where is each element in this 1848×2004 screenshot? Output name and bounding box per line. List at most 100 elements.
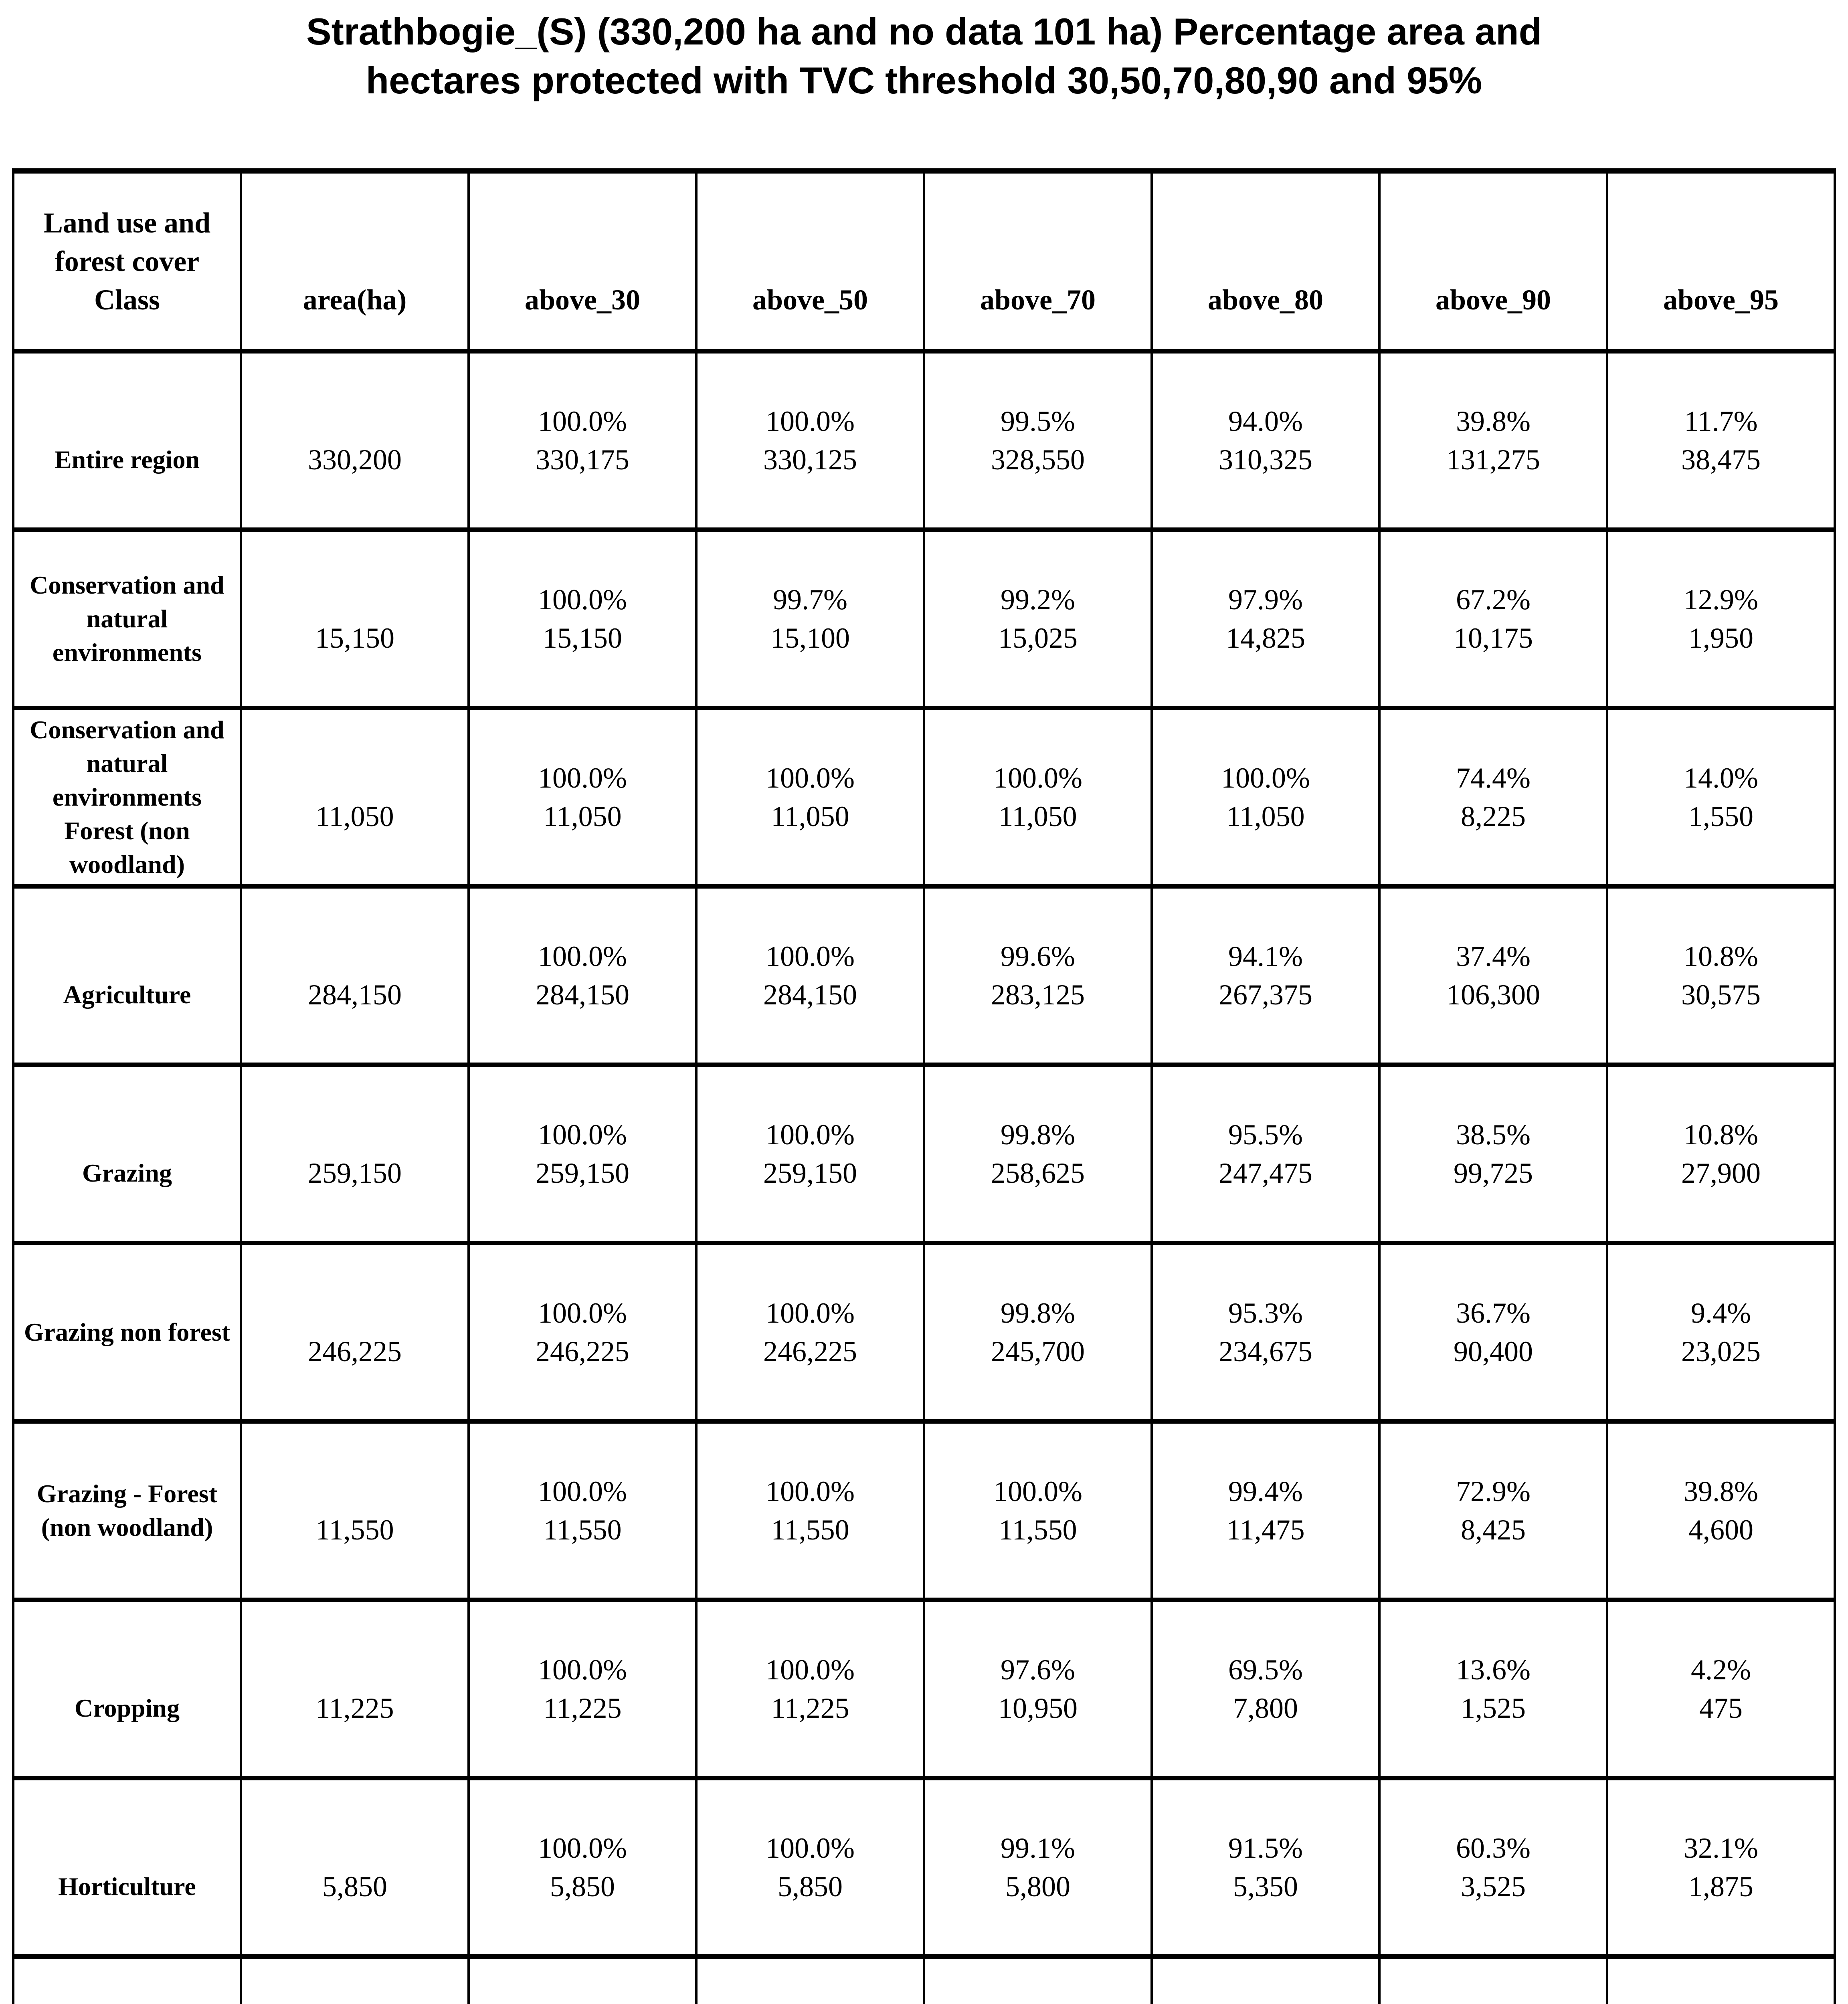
- above-95-cell: 10.8% 27,900: [1606, 1063, 1836, 1245]
- above-90-cell: 13.6% 1,525: [1378, 1598, 1608, 1780]
- above-70-cell: 99.6% 283,125: [923, 884, 1153, 1067]
- above-30-cell: 100.0% 11,550: [467, 1419, 698, 1602]
- above-50-cell: 100.0% 5,850: [695, 1776, 925, 1959]
- above-80-cell: 91.5% 5,350: [1150, 1776, 1381, 1959]
- above-90-cell: 37.4% 106,300: [1378, 884, 1608, 1067]
- area-cell: 246,225: [240, 1241, 470, 1424]
- above-30-cell: 100.0% 5,850: [467, 1776, 698, 1959]
- table-row: Grazing - Forest (non woodland) 11,550 100…: [12, 1419, 1836, 1602]
- above-80-cell: 100.0% 11,050: [1150, 706, 1381, 889]
- above-70-cell: 100.0% 11,050: [923, 706, 1153, 889]
- area-cell: 11,225: [240, 1598, 470, 1780]
- above-80-cell: 85.2%6,750: [1150, 1954, 1381, 2004]
- table-row: Cropping 11,225 100.0% 11,225 100.0% 11,225 97…: [12, 1598, 1836, 1780]
- row-label-cell: Conservation and natural environments: [12, 527, 242, 710]
- above-90-cell: 39.8% 131,275: [1378, 349, 1608, 532]
- above-50-cell: 100.0% 11,225: [695, 1598, 925, 1780]
- above-95-cell: 14.0% 1,550: [1606, 706, 1836, 889]
- row-label-cell: Cropping: [12, 1598, 242, 1780]
- above-30-cell: 100.0% 246,225: [467, 1241, 698, 1424]
- column-header-above-80: above_80: [1150, 169, 1381, 354]
- table-row: Entire region 330,200 100.0% 330,175 100.0% 3…: [12, 349, 1836, 532]
- area-cell: 259,150: [240, 1063, 470, 1245]
- above-90-cell: 67.2% 10,175: [1378, 527, 1608, 710]
- area-cell: 284,150: [240, 884, 470, 1067]
- column-header-above-90: above_90: [1378, 169, 1608, 354]
- above-95-cell: 9.4% 23,025: [1606, 1241, 1836, 1424]
- row-label-cell: Grazing: [12, 1063, 242, 1245]
- above-80-cell: 95.3% 234,675: [1150, 1241, 1381, 1424]
- area-cell: 5,850: [240, 1776, 470, 1959]
- row-label-cell: Conservation and natural environments Fo…: [12, 706, 242, 889]
- above-30-cell: 100.0% 11,050: [467, 706, 698, 889]
- above-90-cell: 38.5% 99,725: [1378, 1063, 1608, 1245]
- column-header-above-95: above_95: [1606, 169, 1836, 354]
- row-label-cell: Grazing - Forest (non woodland): [12, 1419, 242, 1602]
- above-95-cell: 39.8% 4,600: [1606, 1419, 1836, 1602]
- above-80-cell: 95.5% 247,475: [1150, 1063, 1381, 1245]
- above-95-cell: 4.1%325: [1606, 1954, 1836, 2004]
- row-label-cell: Entire region: [12, 349, 242, 532]
- row-label-cell: Horticulture: [12, 1776, 242, 1959]
- tvc-threshold-table: Land use and forest cover Class area(ha)…: [12, 168, 1836, 2004]
- above-30-cell: 100.0% 11,225: [467, 1598, 698, 1780]
- table-row: Grazing non forest 246,225 100.0% 246,225 10…: [12, 1241, 1836, 1424]
- table-row: Conservation and natural environments Fo…: [12, 706, 1836, 889]
- above-95-cell: 32.1% 1,875: [1606, 1776, 1836, 1959]
- table-row: Grazing 259,150 100.0% 259,150 100.0% 259,150…: [12, 1063, 1836, 1245]
- area-cell: 11,550: [240, 1419, 470, 1602]
- report-title: Strathbogie_(S) (330,200 ha and no data …: [306, 10, 1542, 102]
- column-header-above-50: above_50: [695, 169, 925, 354]
- area-cell: 7,925: [240, 1954, 470, 2004]
- above-70-cell: 99.2% 15,025: [923, 527, 1153, 710]
- column-header-class: Land use and forest cover Class: [12, 169, 242, 354]
- above-80-cell: 69.5% 7,800: [1150, 1598, 1381, 1780]
- above-95-cell: 10.8% 30,575: [1606, 884, 1836, 1067]
- above-70-cell: 100.0% 11,550: [923, 1419, 1153, 1602]
- table-row: Conservation and natural environments 15,…: [12, 527, 1836, 710]
- above-70-cell: 99.1% 5,800: [923, 1776, 1153, 1959]
- above-80-cell: 94.0% 310,325: [1150, 349, 1381, 532]
- above-50-cell: 100.0% 330,125: [695, 349, 925, 532]
- above-80-cell: 94.1% 267,375: [1150, 884, 1381, 1067]
- row-label-cell: Agriculture: [12, 884, 242, 1067]
- area-cell: 11,050: [240, 706, 470, 889]
- above-70-cell: 99.8% 245,700: [923, 1241, 1153, 1424]
- above-30-cell: 100.0%7,925: [467, 1954, 698, 2004]
- row-label-cell: Grazing non forest: [12, 1241, 242, 1424]
- above-95-cell: 4.2% 475: [1606, 1598, 1836, 1780]
- area-cell: 330,200: [240, 349, 470, 532]
- table-row: Horticulture 5,850 100.0% 5,850 100.0% 5,850 9…: [12, 1776, 1836, 1959]
- above-90-cell: 74.4% 8,225: [1378, 706, 1608, 889]
- above-90-cell: 19.2%1,525: [1378, 1954, 1608, 2004]
- column-header-above-30: above_30: [467, 169, 698, 354]
- above-95-cell: 11.7% 38,475: [1606, 349, 1836, 532]
- above-50-cell: 100.0% 284,150: [695, 884, 925, 1067]
- above-50-cell: 100.0%7,925: [695, 1954, 925, 2004]
- above-50-cell: 99.7% 15,100: [695, 527, 925, 710]
- above-30-cell: 100.0% 284,150: [467, 884, 698, 1067]
- above-30-cell: 100.0% 15,150: [467, 527, 698, 710]
- above-50-cell: 100.0% 11,550: [695, 1419, 925, 1602]
- table-row: Agriculture 284,150 100.0% 284,150 100.0% 284…: [12, 884, 1836, 1067]
- above-90-cell: 72.9% 8,425: [1378, 1419, 1608, 1602]
- above-50-cell: 100.0% 11,050: [695, 706, 925, 889]
- above-70-cell: 97.6% 10,950: [923, 1598, 1153, 1780]
- above-70-cell: 99.5% 328,550: [923, 349, 1153, 532]
- column-header-above-70: above_70: [923, 169, 1153, 354]
- row-label-cell: Irrigation: [12, 1954, 242, 2004]
- area-cell: 15,150: [240, 527, 470, 710]
- above-90-cell: 36.7% 90,400: [1378, 1241, 1608, 1424]
- above-30-cell: 100.0% 330,175: [467, 349, 698, 532]
- above-30-cell: 100.0% 259,150: [467, 1063, 698, 1245]
- column-header-area: area(ha): [240, 169, 470, 354]
- above-80-cell: 97.9% 14,825: [1150, 527, 1381, 710]
- above-80-cell: 99.4% 11,475: [1150, 1419, 1381, 1602]
- above-95-cell: 12.9% 1,950: [1606, 527, 1836, 710]
- above-70-cell: 97.8%7,750: [923, 1954, 1153, 2004]
- above-90-cell: 60.3% 3,525: [1378, 1776, 1608, 1959]
- above-50-cell: 100.0% 246,225: [695, 1241, 925, 1424]
- table-header-row: Land use and forest cover Class area(ha)…: [12, 169, 1836, 354]
- above-50-cell: 100.0% 259,150: [695, 1063, 925, 1245]
- table-row: Irrigation7,925100.0%7,925100.0%7,92597.…: [12, 1954, 1836, 2004]
